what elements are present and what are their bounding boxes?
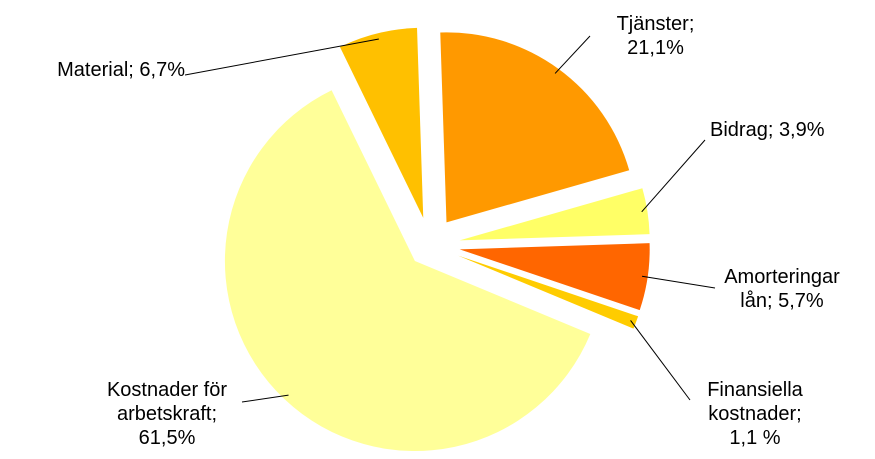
leader-line <box>184 38 379 76</box>
slice-label: Finansiella kostnader; 1,1 % <box>695 378 815 450</box>
value-label: 5,7% <box>778 290 824 312</box>
category-label: Material; <box>57 59 134 81</box>
pie-slice <box>458 255 639 329</box>
category-label: Amorteringar lån; <box>724 266 840 312</box>
category-label: Finansiella kostnader; <box>707 379 803 425</box>
leader-line <box>554 35 591 74</box>
value-label: 3,9% <box>778 119 825 141</box>
category-label: Kostnader för arbetskraft; <box>106 379 228 425</box>
slice-label: Bidrag; 3,9% <box>710 118 870 142</box>
pie-slice <box>459 243 650 311</box>
slice-label: Kostnader för arbetskraft; 61,5% <box>92 378 242 450</box>
leader-line <box>241 394 289 403</box>
category-label: Tjänster; <box>616 13 695 35</box>
value-label: 61,5% <box>138 427 196 449</box>
pie-slice <box>459 188 650 241</box>
slice-label: Amorteringar lån; 5,7% <box>712 265 852 313</box>
pie-slice <box>339 27 424 218</box>
leader-line <box>630 320 691 401</box>
pie-slice <box>440 32 630 223</box>
value-label: 1,1 % <box>729 427 781 449</box>
category-label: Bidrag; <box>710 119 774 141</box>
slice-label: Material; 6,7% <box>5 58 185 82</box>
pie-slice <box>224 90 591 452</box>
slice-label: Tjänster; 21,1% <box>608 12 703 60</box>
leader-line <box>641 139 706 213</box>
leader-line <box>641 275 716 289</box>
value-label: 6,7% <box>139 59 185 81</box>
value-label: 21,1% <box>627 37 684 59</box>
